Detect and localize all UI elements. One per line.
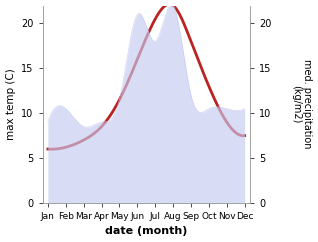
Y-axis label: max temp (C): max temp (C) <box>5 68 16 140</box>
Y-axis label: med. precipitation
(kg/m2): med. precipitation (kg/m2) <box>291 60 313 149</box>
X-axis label: date (month): date (month) <box>105 227 187 236</box>
